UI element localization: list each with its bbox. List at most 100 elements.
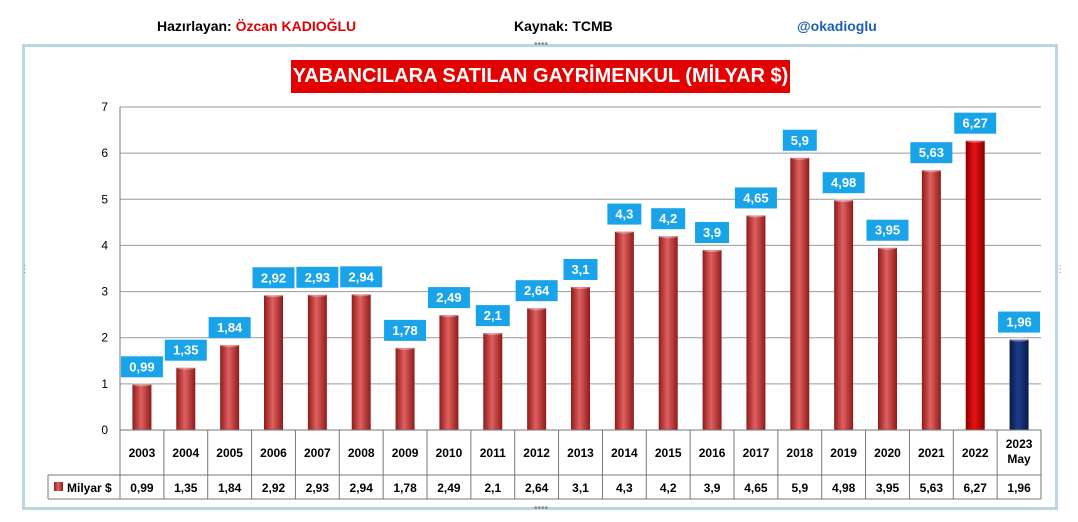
legend-swatch — [54, 482, 63, 491]
table-value: 3,9 — [704, 481, 721, 495]
bar-top — [965, 138, 985, 143]
bar-top — [527, 306, 547, 311]
prepared-label: Hazırlayan: — [157, 18, 236, 34]
y-tick-label: 0 — [101, 423, 108, 437]
x-tick-label: 2023 May — [1006, 437, 1033, 466]
data-label-box — [866, 219, 909, 241]
chart-title: YABANCILARA SATILAN GAYRİMENKUL (MİLYAR … — [291, 60, 790, 93]
x-tick-label: 2011 — [480, 446, 506, 460]
y-axis: 0 1 2 3 4 5 6 7 — [101, 100, 121, 437]
bar — [351, 294, 371, 430]
x-tick-label: 2017 — [743, 446, 770, 460]
x-tick-label-line: 2023 — [1006, 437, 1033, 451]
data-label-box — [822, 172, 865, 194]
y-tick-label: 4 — [101, 238, 108, 252]
x-tick-label: 2019 — [830, 446, 857, 460]
header-prepared-by: Hazırlayan: Özcan KADIOĞLU — [157, 18, 356, 34]
table-value: 4,3 — [616, 481, 633, 495]
resize-handle-right[interactable]: ⋮ — [1055, 264, 1065, 275]
data-label: 1,96 — [1006, 315, 1031, 330]
bar-top — [790, 155, 810, 160]
x-tick-label: 2020 — [874, 446, 901, 460]
bar — [921, 170, 941, 431]
bar — [878, 247, 897, 430]
header-source: Kaynak: TCMB — [514, 18, 613, 34]
table-value: 4,2 — [660, 481, 677, 495]
bar-top — [132, 382, 152, 387]
y-tick-label: 5 — [101, 192, 108, 206]
header-handle: @okadioglu — [797, 18, 877, 34]
x-tick-label: 2013 — [567, 446, 594, 460]
data-label: 5,63 — [919, 145, 944, 160]
bar — [132, 384, 152, 430]
data-label-box — [120, 356, 163, 378]
data-label-box — [208, 317, 251, 339]
bar-top — [834, 198, 854, 203]
bar-top — [439, 313, 459, 318]
x-tick-label: 2009 — [392, 446, 419, 460]
resize-handle-left[interactable]: ⋮ — [20, 264, 30, 275]
data-label-box — [563, 258, 598, 280]
table-value: 2,1 — [484, 481, 501, 495]
bar-top — [658, 234, 678, 239]
x-tick-label: 2016 — [699, 446, 726, 460]
resize-handle-top[interactable]: •••• — [534, 39, 549, 50]
table-value: 3,95 — [876, 481, 900, 495]
table-value: 4,98 — [832, 481, 856, 495]
bar-top — [220, 343, 240, 348]
data-label-box — [340, 266, 383, 288]
bar-top — [921, 168, 941, 173]
y-tick-label: 2 — [101, 331, 108, 345]
bar — [1009, 339, 1029, 430]
bars — [132, 138, 1029, 431]
data-label-box — [998, 311, 1041, 333]
x-tick-label-line: May — [1007, 452, 1031, 466]
data-label: 3,1 — [571, 262, 589, 277]
table-value: 1,35 — [174, 481, 198, 495]
bar-top — [307, 292, 327, 297]
y-tick-label: 3 — [101, 285, 108, 299]
data-label-box — [164, 339, 207, 361]
data-label: 4,65 — [743, 190, 768, 205]
bar — [176, 367, 196, 430]
data-label: 2,94 — [349, 269, 375, 284]
data-label: 2,49 — [436, 290, 461, 305]
data-label: 4,2 — [659, 211, 677, 226]
data-label: 6,27 — [963, 116, 988, 131]
table-value: 0,99 — [130, 481, 154, 495]
data-label-box — [910, 142, 953, 164]
data-label: 1,78 — [392, 323, 417, 338]
prepared-name: Özcan KADIOĞLU — [235, 18, 357, 34]
data-label: 0,99 — [129, 359, 154, 374]
data-label: 4,98 — [831, 175, 856, 190]
data-label: 3,9 — [703, 225, 721, 240]
value-labels: 0,99 1,35 1,84 2,92 2,93 2,94 1,78 2,49 2,1 2,64 3… — [120, 112, 1041, 378]
bar — [395, 347, 415, 430]
bar-top — [176, 365, 196, 370]
bar — [307, 294, 327, 430]
bar-top — [614, 229, 634, 234]
bar-top — [395, 345, 415, 350]
x-tick-label: 2004 — [172, 446, 199, 460]
bar — [658, 236, 678, 430]
table-value: 2,92 — [262, 481, 286, 495]
x-tick-label: 2003 — [129, 446, 156, 460]
table-value: 2,64 — [525, 481, 549, 495]
bar — [571, 286, 590, 430]
bar — [527, 308, 547, 430]
data-label-box — [695, 222, 730, 244]
bar-top — [878, 245, 897, 250]
data-label-box — [427, 287, 470, 309]
data-label: 2,64 — [524, 283, 550, 298]
bar — [220, 345, 240, 430]
table-value: 1,78 — [393, 481, 417, 495]
data-label: 2,93 — [305, 270, 330, 285]
bar-top — [1009, 337, 1029, 342]
bar — [746, 215, 766, 430]
x-tick-label: 2007 — [304, 446, 331, 460]
legend-series-name: Milyar $ — [67, 481, 112, 495]
bar-top — [351, 292, 371, 297]
data-label-box — [475, 305, 510, 327]
resize-handle-bottom[interactable]: •••• — [534, 503, 549, 514]
data-label-box — [954, 112, 997, 134]
